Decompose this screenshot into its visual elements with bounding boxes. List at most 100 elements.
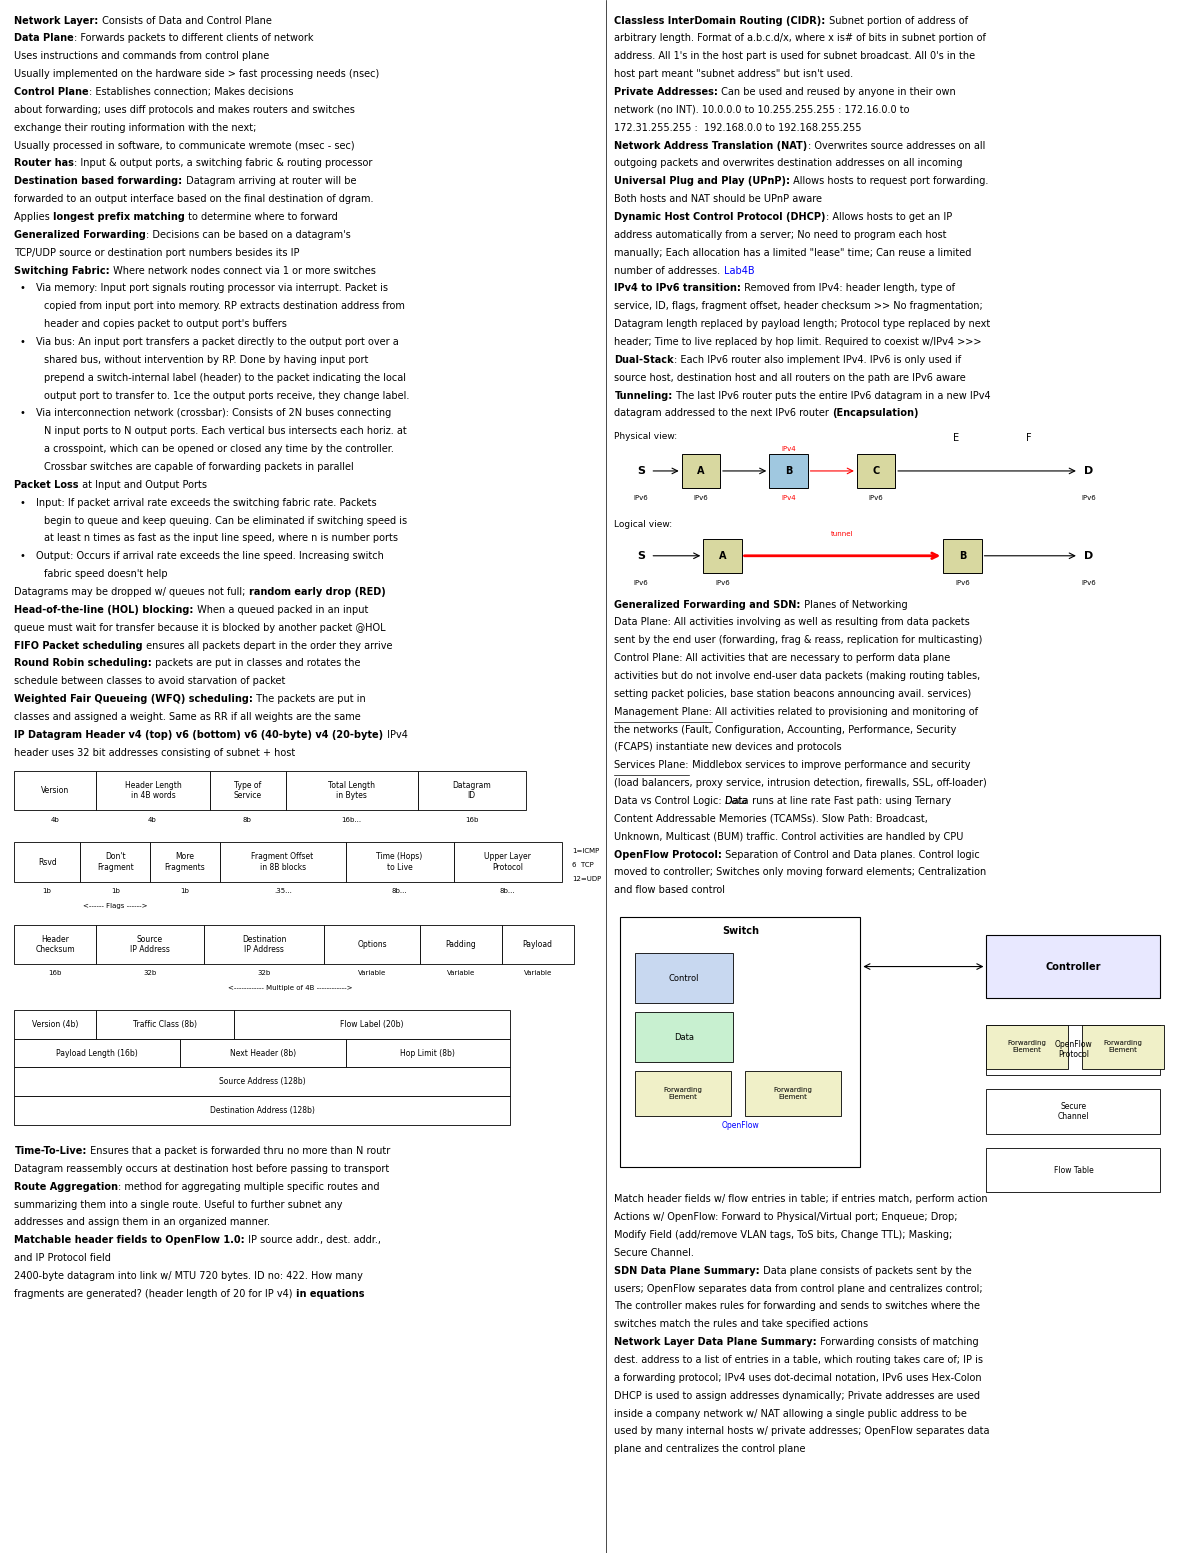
- Bar: [286, 770, 418, 811]
- Bar: [635, 1013, 733, 1062]
- Text: Variable: Variable: [358, 971, 386, 977]
- Text: 1=ICMP: 1=ICMP: [572, 848, 600, 854]
- Text: Datagram reassembly occurs at destination host before passing to transport: Datagram reassembly occurs at destinatio…: [14, 1163, 390, 1174]
- Text: : method for aggregating multiple specific routes and: : method for aggregating multiple specif…: [119, 1182, 380, 1191]
- Bar: [14, 1067, 510, 1096]
- Text: More
Fragments: More Fragments: [164, 853, 205, 871]
- Text: datagram addressed to the next IPv6 router: datagram addressed to the next IPv6 rout…: [614, 408, 833, 418]
- Bar: [986, 1025, 1160, 1075]
- Text: 32b: 32b: [257, 971, 271, 977]
- Text: Time (Hops)
to Live: Time (Hops) to Live: [377, 853, 422, 871]
- Text: Applies: Applies: [14, 211, 53, 222]
- Text: Flow Table: Flow Table: [1054, 1166, 1093, 1174]
- Text: copied from input port into memory. RP extracts destination address from: copied from input port into memory. RP e…: [44, 301, 406, 311]
- Text: addresses and assign them in an organized manner.: addresses and assign them in an organize…: [14, 1218, 270, 1227]
- Text: Variable: Variable: [446, 971, 475, 977]
- Bar: [986, 1089, 1160, 1134]
- Text: Consists of Data and Control Plane: Consists of Data and Control Plane: [98, 16, 271, 25]
- Text: users; OpenFlow separates data from control plane and centralizes control;: users; OpenFlow separates data from cont…: [614, 1283, 983, 1294]
- Text: Generalized Forwarding: Generalized Forwarding: [14, 230, 146, 239]
- Text: Don't
Fragment: Don't Fragment: [97, 853, 133, 871]
- Text: runs at line rate Fast path: using Ternary: runs at line rate Fast path: using Terna…: [749, 797, 950, 806]
- Text: Header
Checksum: Header Checksum: [35, 935, 76, 954]
- Text: network (no INT). 10.0.0.0 to 10.255.255.255 : 172.16.0.0 to: network (no INT). 10.0.0.0 to 10.255.255…: [614, 104, 910, 115]
- Text: the networks (Fault, Configuration, Accounting, Performance, Security: the networks (Fault, Configuration, Acco…: [614, 725, 956, 735]
- Text: •: •: [19, 497, 25, 508]
- Text: Total Length
in Bytes: Total Length in Bytes: [328, 781, 376, 800]
- Text: Uses instructions and commands from control plane: Uses instructions and commands from cont…: [14, 51, 270, 61]
- Text: exchange their routing information with the next;: exchange their routing information with …: [14, 123, 257, 132]
- Text: Destination based forwarding:: Destination based forwarding:: [14, 175, 182, 186]
- Text: Universal Plug and Play (UPnP):: Universal Plug and Play (UPnP):: [614, 175, 791, 186]
- Text: Crossbar switches are capable of forwarding packets in parallel: Crossbar switches are capable of forward…: [44, 461, 354, 472]
- Text: : Input & output ports, a switching fabric & routing processor: : Input & output ports, a switching fabr…: [74, 158, 373, 168]
- Text: Data: Data: [725, 797, 749, 806]
- Text: Upper Layer
Protocol: Upper Layer Protocol: [484, 853, 532, 871]
- Text: D: D: [1084, 551, 1093, 561]
- Text: forwarded to an output interface based on the final destination of dgram.: forwarded to an output interface based o…: [14, 194, 374, 203]
- Text: switches match the rules and take specified actions: switches match the rules and take specif…: [614, 1318, 869, 1329]
- Text: Secure Channel.: Secure Channel.: [614, 1247, 695, 1258]
- Text: : Allows hosts to get an IP: : Allows hosts to get an IP: [826, 211, 952, 222]
- Text: Via interconnection network (crossbar): Consists of 2N buses connecting: Via interconnection network (crossbar): …: [36, 408, 391, 418]
- Bar: [96, 1011, 234, 1039]
- Text: Switching Fabric:: Switching Fabric:: [14, 266, 110, 275]
- Bar: [96, 924, 204, 964]
- Text: Network Address Translation (NAT): Network Address Translation (NAT): [614, 140, 808, 151]
- Text: Packet Loss: Packet Loss: [14, 480, 79, 489]
- Text: Dual-Stack: Dual-Stack: [614, 354, 674, 365]
- Text: SDN Data Plane Summary:: SDN Data Plane Summary:: [614, 1266, 760, 1275]
- Text: Unknown, Multicast (BUM) traffic. Control activities are handled by CPU: Unknown, Multicast (BUM) traffic. Contro…: [614, 832, 964, 842]
- Text: IPv6: IPv6: [694, 495, 708, 502]
- Text: classes and assigned a weight. Same as RR if all weights are the same: classes and assigned a weight. Same as R…: [14, 711, 361, 722]
- Text: Via memory: Input port signals routing processor via interrupt. Packet is: Via memory: Input port signals routing p…: [36, 283, 388, 294]
- Text: Padding: Padding: [445, 940, 476, 949]
- Bar: [857, 453, 895, 488]
- Text: 16b: 16b: [464, 817, 479, 823]
- Text: inside a company network w/ NAT allowing a single public address to be: inside a company network w/ NAT allowing…: [614, 1409, 967, 1418]
- Text: manually; Each allocation has a limited "lease" time; Can reuse a limited: manually; Each allocation has a limited …: [614, 247, 972, 258]
- Text: Secure
Channel: Secure Channel: [1057, 1101, 1090, 1121]
- Text: Payload Length (16b): Payload Length (16b): [56, 1048, 138, 1058]
- Text: host part meant "subnet address" but isn't used.: host part meant "subnet address" but isn…: [614, 68, 853, 79]
- Text: Datagram length replaced by payload length; Protocol type replaced by next: Datagram length replaced by payload leng…: [614, 318, 991, 329]
- Text: arbitrary length. Format of a.b.c.d/x, where x is# of bits in subnet portion of: arbitrary length. Format of a.b.c.d/x, w…: [614, 34, 986, 43]
- Text: D: D: [1084, 466, 1093, 475]
- Text: Matchable header fields to OpenFlow 1.0:: Matchable header fields to OpenFlow 1.0:: [14, 1235, 245, 1246]
- Text: Datagram arriving at router will be: Datagram arriving at router will be: [182, 175, 356, 186]
- Text: OpenFlow
Protocol: OpenFlow Protocol: [1055, 1041, 1092, 1059]
- Text: source host, destination host and all routers on the path are IPv6 aware: source host, destination host and all ro…: [614, 373, 966, 382]
- Text: 16b...: 16b...: [342, 817, 361, 823]
- Text: The controller makes rules for forwarding and sends to switches where the: The controller makes rules for forwardin…: [614, 1301, 980, 1311]
- Text: Private Addresses:: Private Addresses:: [614, 87, 719, 96]
- Text: Where network nodes connect via 1 or more switches: Where network nodes connect via 1 or mor…: [110, 266, 376, 275]
- Text: 4b: 4b: [148, 817, 157, 823]
- Text: TCP/UDP source or destination port numbers besides its IP: TCP/UDP source or destination port numbe…: [14, 247, 300, 258]
- Text: •: •: [19, 337, 25, 346]
- Text: •: •: [19, 551, 25, 561]
- Bar: [150, 842, 220, 882]
- Text: Round Robin scheduling:: Round Robin scheduling:: [14, 658, 152, 668]
- Text: (load balancers, proxy service, intrusion detection, firewalls, SSL, off-loader): (load balancers, proxy service, intrusio…: [614, 778, 988, 787]
- Text: 4b: 4b: [50, 817, 60, 823]
- Text: Classless InterDomain Routing (CIDR):: Classless InterDomain Routing (CIDR):: [614, 16, 826, 25]
- Text: Data: Data: [674, 1033, 694, 1042]
- Text: IP source addr., dest. addr.,: IP source addr., dest. addr.,: [245, 1235, 382, 1246]
- Bar: [620, 918, 860, 1168]
- Bar: [986, 1025, 1068, 1068]
- Text: C: C: [872, 466, 880, 475]
- Text: 12=UDP: 12=UDP: [572, 876, 601, 882]
- Text: Destination
IP Address: Destination IP Address: [242, 935, 286, 954]
- Text: 1b: 1b: [110, 888, 120, 895]
- Text: Source
IP Address: Source IP Address: [130, 935, 170, 954]
- Text: service, ID, flags, fragment offset, header checksum >> No fragmentation;: service, ID, flags, fragment offset, hea…: [614, 301, 983, 311]
- Text: Destination Address (128b): Destination Address (128b): [210, 1106, 314, 1115]
- Text: .35...: .35...: [275, 888, 292, 895]
- Bar: [14, 1039, 180, 1067]
- Text: header; Time to live replaced by hop limit. Required to coexist w/IPv4 >>>: header; Time to live replaced by hop lim…: [614, 337, 982, 346]
- Text: Time-To-Live:: Time-To-Live:: [14, 1146, 86, 1155]
- Bar: [234, 1011, 510, 1039]
- Bar: [14, 770, 96, 811]
- Text: Fragment Offset
in 8B blocks: Fragment Offset in 8B blocks: [252, 853, 313, 871]
- Text: : Forwards packets to different clients of network: : Forwards packets to different clients …: [74, 34, 313, 43]
